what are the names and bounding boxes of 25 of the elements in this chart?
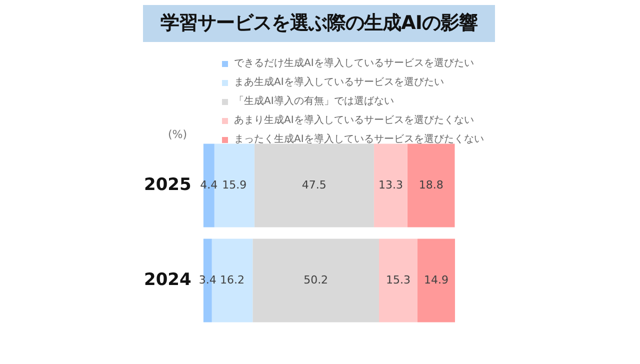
legend-label: できるだけ生成AIを導入しているサービスを選びたい <box>234 56 474 71</box>
data-label: 47.5 <box>302 178 326 192</box>
y-tick-label: 2024 <box>144 270 192 290</box>
bar <box>254 144 374 228</box>
legend-label: まあ生成AIを導入しているサービスを選びたい <box>234 76 444 90</box>
data-label: 15.3 <box>386 273 410 286</box>
data-label: 15.9 <box>222 178 247 192</box>
data-label: 50.2 <box>304 273 328 286</box>
chart-title: 学習サービスを選ぶ際の生成AIの影響 <box>143 5 495 42</box>
data-label: 14.9 <box>424 273 448 286</box>
y-tick-label: 2025 <box>144 174 192 195</box>
text: (%) <box>168 128 188 141</box>
bar <box>418 238 455 322</box>
legend-label: まったく生成AIを導入しているサービスを選びたくない <box>234 132 484 147</box>
data-label: 13.3 <box>378 178 403 192</box>
legend-label: 「生成AI導入の有無」では選ばない <box>234 94 394 109</box>
data-label: 18.8 <box>418 178 444 192</box>
bar <box>407 144 455 228</box>
data-label: 3.4 <box>198 273 216 286</box>
data-label: 4.4 <box>200 178 218 192</box>
bar <box>374 144 408 228</box>
bar <box>378 238 418 322</box>
data-label: 16.2 <box>220 273 245 286</box>
legend-label: あまり生成AIを導入しているサービスを選びたくない <box>234 114 474 128</box>
bar <box>252 238 379 322</box>
